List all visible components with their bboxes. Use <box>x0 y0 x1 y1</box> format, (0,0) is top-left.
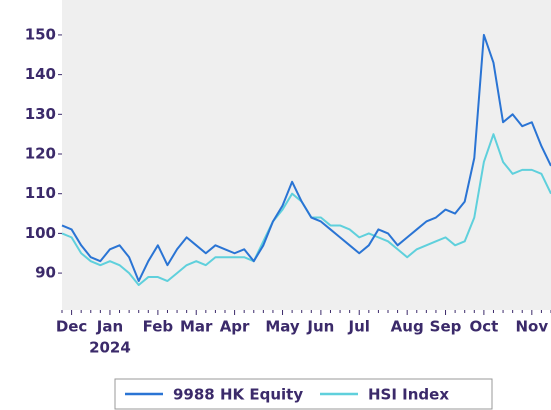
y-tick-label: 130 <box>25 105 56 123</box>
y-tick-label: 150 <box>25 25 56 43</box>
y-tick-label: 100 <box>25 224 56 242</box>
year-label: 2024 <box>89 339 131 357</box>
x-tick-label: Oct <box>469 318 498 336</box>
x-tick-label: May <box>265 318 300 336</box>
x-tick-label: Apr <box>220 318 250 336</box>
x-tick-label: Jun <box>306 318 334 336</box>
legend-label: HSI Index <box>368 386 449 404</box>
x-tick-label: Dec <box>56 318 88 336</box>
series-line <box>61 33 551 283</box>
x-tick-label: Sep <box>430 318 462 336</box>
x-tick-label: Nov <box>516 318 549 336</box>
x-tick-label: Jan <box>96 318 123 336</box>
y-tick-label: 110 <box>25 184 56 202</box>
plot-background <box>62 0 551 310</box>
legend-label: 9988 HK Equity <box>173 386 303 404</box>
legend-box <box>114 378 493 410</box>
y-tick-label: 120 <box>25 145 56 163</box>
x-tick-label: Jul <box>348 318 370 336</box>
x-tick-label: Feb <box>143 318 174 336</box>
y-tick-label: 140 <box>25 65 56 83</box>
x-tick-label: Aug <box>391 318 424 336</box>
y-tick-label: 90 <box>35 264 56 282</box>
x-tick-label: Mar <box>180 318 213 336</box>
